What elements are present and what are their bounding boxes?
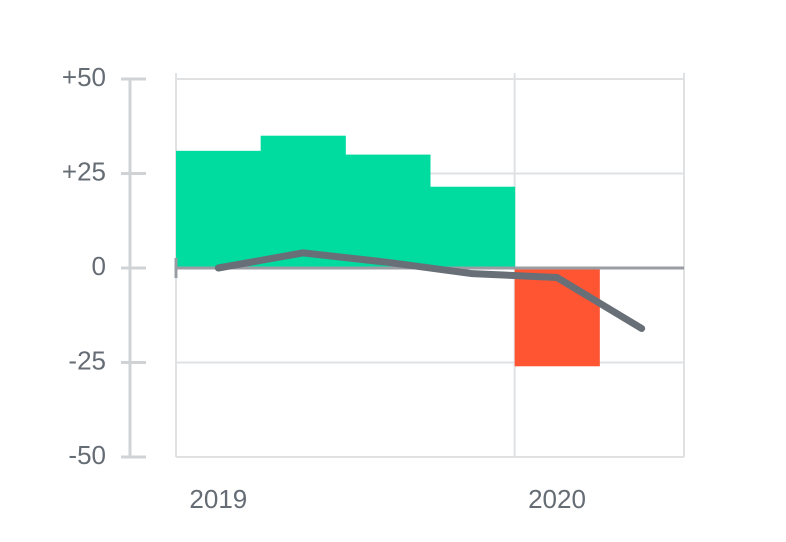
bar	[430, 186, 516, 268]
y-tick-label: 0	[92, 251, 106, 281]
bar	[514, 268, 600, 367]
bar	[176, 150, 262, 268]
y-tick-label: +50	[62, 62, 106, 92]
bar	[345, 154, 431, 268]
y-tick-label: +25	[62, 156, 106, 186]
y-tick-label: -25	[68, 345, 106, 375]
y-tick-label: -50	[68, 440, 106, 470]
bar	[260, 135, 346, 268]
x-tick-label: 2020	[528, 484, 586, 514]
line	[214, 249, 646, 332]
x-tick-label: 2019	[189, 484, 247, 514]
